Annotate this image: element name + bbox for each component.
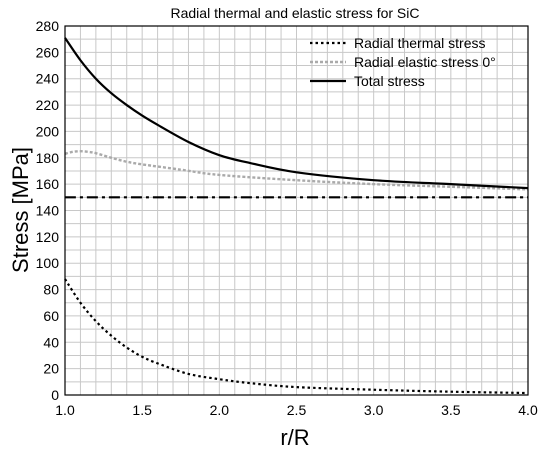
y-tick-label: 0 <box>51 387 59 403</box>
tick-labels: 1.0 1.5 2.0 2.5 3.0 3.5 4.0 0 20 40 60 80 100 120 140 1… <box>36 18 538 418</box>
y-tick-label: 120 <box>36 229 60 245</box>
series-layer <box>64 37 529 395</box>
y-tick-label: 100 <box>36 255 60 271</box>
y-tick-label: 80 <box>43 282 59 298</box>
x-tick-label: 2.5 <box>287 402 307 418</box>
series-line-0 <box>64 278 529 395</box>
legend-label-2: Total stress <box>354 73 425 89</box>
y-tick-label: 280 <box>36 18 60 34</box>
x-tick-label: 3.5 <box>441 402 461 418</box>
y-tick-label: 220 <box>36 97 60 113</box>
axes <box>64 25 529 396</box>
y-tick-label: 240 <box>36 71 60 87</box>
y-tick-label: 140 <box>36 203 60 219</box>
x-axis-label: r/R <box>280 425 309 450</box>
legend: Radial thermal stress Radial elastic stre… <box>310 35 496 89</box>
x-tick-label: 1.5 <box>132 402 152 418</box>
plot-frame <box>64 25 529 396</box>
x-tick-label: 2.0 <box>210 402 230 418</box>
x-tick-label: 1.0 <box>55 402 75 418</box>
series-line-2 <box>64 37 529 190</box>
y-axis-label: Stress [MPa] <box>8 147 33 273</box>
y-tick-label: 260 <box>36 44 60 60</box>
grid <box>64 25 529 396</box>
y-tick-label: 60 <box>43 308 59 324</box>
y-tick-label: 200 <box>36 123 60 139</box>
y-tick-label: 20 <box>43 361 59 377</box>
legend-label-1: Radial elastic stress 0° <box>354 54 496 70</box>
y-tick-label: 160 <box>36 176 60 192</box>
x-tick-label: 3.0 <box>364 402 384 418</box>
series-line-1 <box>64 149 529 191</box>
chart-title: Radial thermal and elastic stress for Si… <box>171 5 420 21</box>
legend-label-0: Radial thermal stress <box>354 35 486 51</box>
x-tick-label: 4.0 <box>518 402 538 418</box>
y-tick-label: 180 <box>36 150 60 166</box>
y-tick-label: 40 <box>43 334 59 350</box>
